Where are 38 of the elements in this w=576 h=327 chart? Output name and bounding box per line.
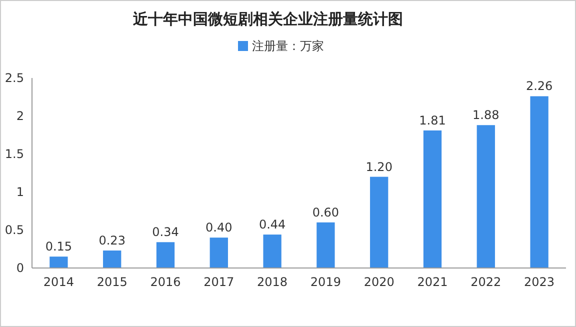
y-tick-label: 1 <box>16 185 24 200</box>
data-label: 0.60 <box>312 205 340 220</box>
bar <box>103 250 122 268</box>
y-tick-label: 2 <box>16 109 24 124</box>
data-label: 0.23 <box>98 234 126 248</box>
x-tick-label: 2019 <box>310 275 341 289</box>
x-tick-label: 2021 <box>417 275 448 289</box>
data-label: 2.26 <box>526 79 553 94</box>
y-tick-label: 2.5 <box>4 71 24 86</box>
data-label: 0.15 <box>45 240 72 254</box>
x-tick-label: 2016 <box>150 275 181 289</box>
bar <box>210 238 228 268</box>
bar <box>50 256 68 268</box>
bar <box>316 222 335 268</box>
data-label: 1.20 <box>366 160 392 174</box>
data-label: 1.81 <box>419 113 446 128</box>
bar <box>263 234 282 268</box>
x-tick-label: 2020 <box>364 275 394 289</box>
x-tick-label: 2018 <box>257 275 288 289</box>
data-label: 0.34 <box>152 225 179 240</box>
y-tick-label: 1.5 <box>4 147 24 162</box>
bar <box>476 125 495 268</box>
x-tick-label: 2014 <box>43 275 74 289</box>
x-tick-label: 2023 <box>524 275 555 289</box>
chart-title: 近十年中国微短剧相关企业注册量统计图 <box>132 10 403 28</box>
y-tick-label: 0.5 <box>4 223 24 238</box>
bar <box>423 130 442 268</box>
x-tick-label: 2015 <box>96 275 128 289</box>
bar <box>156 242 175 268</box>
y-tick-label: 0 <box>16 261 24 276</box>
data-label: 1.88 <box>472 108 500 122</box>
data-label: 0.40 <box>206 220 232 235</box>
x-tick-label: 2017 <box>204 275 234 289</box>
data-label: 0.44 <box>258 218 286 232</box>
bar <box>370 176 388 268</box>
x-tick-label: 2022 <box>470 275 502 289</box>
legend-label: 注册量：万家 <box>252 39 324 53</box>
bar <box>530 96 548 268</box>
